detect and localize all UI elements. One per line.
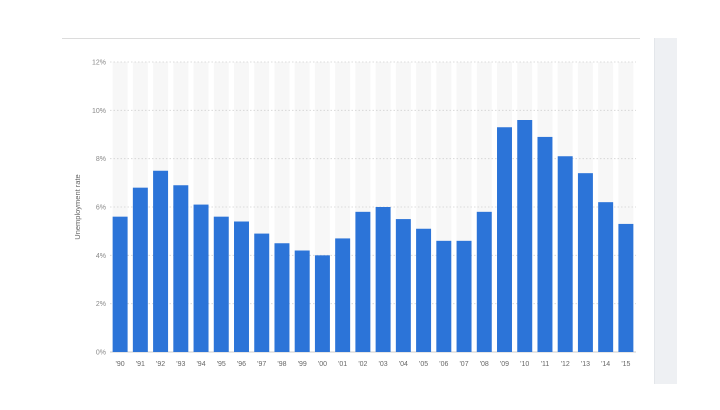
x-tick-label: '15: [621, 361, 630, 368]
y-axis-label: Unemployment rate: [73, 174, 82, 239]
x-tick-label: '94: [196, 361, 205, 368]
x-tick-label: '90: [116, 361, 125, 368]
x-tick-label: '07: [459, 361, 468, 368]
y-tick-label: 10%: [92, 108, 106, 115]
bar[interactable]: [112, 216, 128, 352]
bar[interactable]: [436, 240, 452, 352]
x-axis-ticks: '90 '91 '92 '93 '94 '95 '96 '97 '98 '99 '00 '01 '02 '…: [116, 361, 631, 368]
x-tick-label: '03: [379, 361, 388, 368]
gridlines: [110, 61, 636, 353]
bar[interactable]: [254, 233, 270, 352]
bar[interactable]: [335, 238, 351, 352]
bar[interactable]: [173, 185, 189, 352]
bar[interactable]: [213, 216, 229, 352]
y-axis-ticks: 0% 2% 4% 6% 8% 10% 12%: [92, 60, 106, 357]
bar[interactable]: [557, 156, 573, 352]
bars: [112, 120, 634, 353]
bar[interactable]: [153, 170, 169, 352]
x-tick-label: '10: [520, 361, 529, 368]
x-tick-label: '92: [156, 361, 165, 368]
bar[interactable]: [274, 243, 290, 352]
x-tick-label: '08: [480, 361, 489, 368]
y-tick-label: 2%: [96, 301, 106, 308]
x-tick-label: '91: [136, 361, 145, 368]
header-divider: [62, 38, 640, 39]
bar[interactable]: [416, 228, 432, 352]
bar[interactable]: [577, 173, 593, 352]
bar[interactable]: [355, 211, 371, 352]
bar[interactable]: [234, 221, 249, 353]
x-tick-label: '02: [358, 361, 367, 368]
bar[interactable]: [598, 202, 614, 352]
x-tick-label: '99: [298, 361, 307, 368]
bar[interactable]: [294, 250, 310, 353]
bar[interactable]: [314, 255, 330, 352]
bar[interactable]: [517, 120, 533, 352]
bar[interactable]: [375, 207, 391, 352]
x-tick-label: '12: [561, 361, 570, 368]
x-tick-label: '95: [217, 361, 226, 368]
x-tick-label: '04: [399, 361, 408, 368]
y-tick-label: 6%: [96, 205, 106, 212]
x-tick-label: '06: [439, 361, 448, 368]
y-tick-label: 12%: [92, 60, 106, 67]
bar[interactable]: [618, 223, 634, 352]
bar[interactable]: [193, 204, 209, 352]
x-tick-label: '97: [257, 361, 266, 368]
y-tick-label: 8%: [96, 156, 106, 163]
y-tick-label: 4%: [96, 253, 106, 260]
bar[interactable]: [395, 219, 411, 352]
bar[interactable]: [132, 187, 148, 352]
x-tick-label: '93: [176, 361, 185, 368]
x-tick-label: '05: [419, 361, 428, 368]
x-tick-label: '96: [237, 361, 246, 368]
x-tick-label: '11: [541, 361, 550, 368]
bar[interactable]: [497, 127, 512, 352]
x-tick-label: '01: [338, 361, 347, 368]
x-tick-label: '14: [601, 361, 610, 368]
y-tick-label: 0%: [96, 350, 106, 357]
side-panel: [654, 38, 677, 384]
bar[interactable]: [537, 136, 553, 352]
bar[interactable]: [476, 211, 492, 352]
x-tick-label: '09: [500, 361, 509, 368]
x-tick-label: '00: [318, 361, 327, 368]
bar[interactable]: [456, 240, 472, 352]
x-tick-label: '98: [277, 361, 286, 368]
x-tick-label: '13: [581, 361, 590, 368]
